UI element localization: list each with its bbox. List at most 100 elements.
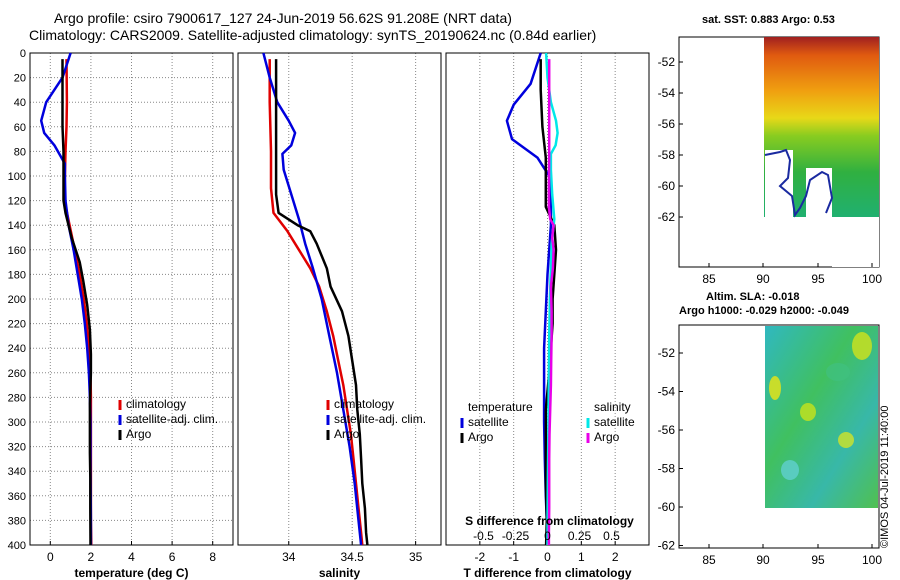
sla-anomaly-6 — [826, 363, 850, 381]
series-line — [274, 59, 369, 546]
sst-white-lower — [832, 217, 879, 267]
y-tick-label: 20 — [14, 73, 26, 85]
legend-label: Argo — [126, 427, 152, 441]
legend-label: satellite — [594, 415, 635, 429]
difference-panel: -2 -1 0 1 2 T difference from climatology temp… — [445, 52, 650, 580]
sla-map-title-line1: Altim. SLA: -0.018 — [706, 291, 800, 303]
x-axis-label: salinity — [319, 566, 361, 580]
y-tick-label: 40 — [14, 97, 26, 109]
y-tick-label: 260 — [8, 368, 26, 380]
sst-map: 85 90 95 100 -52 -54 -56 -58 -60 -62 — [658, 36, 882, 286]
legend-label: climatology — [334, 397, 394, 411]
x-tick-label: 35 — [409, 550, 423, 564]
x-axis-label: temperature (deg C) — [74, 566, 188, 580]
map-lat-label: -58 — [658, 148, 676, 162]
x-tick-label: 8 — [209, 550, 216, 564]
sla-anomaly-4 — [838, 432, 854, 448]
sla-map: 85 90 95 100 -52 -54 -56 -58 -60 -62 — [658, 324, 882, 567]
map-lat-label: -62 — [658, 539, 676, 553]
y-tick-label: 360 — [8, 491, 26, 503]
y-tick-label: 300 — [8, 417, 26, 429]
x-tick-label: 34 — [282, 550, 296, 564]
x-tick-label: -1 — [508, 550, 519, 564]
sst-ice-edge — [764, 148, 834, 218]
map-lat-label: -54 — [658, 86, 676, 100]
legend-label: satellite-adj. clim. — [126, 412, 218, 426]
sla-anomaly-1 — [852, 332, 872, 360]
map-lat-label: -62 — [658, 210, 676, 224]
salinity-panel: 34 34.5 35 salinity climatologysatellite-adj… — [237, 52, 442, 580]
map-lat-label: -60 — [658, 500, 676, 514]
x-tick-label: -2 — [474, 550, 485, 564]
map-lon-label: 85 — [702, 272, 716, 286]
plot-title-line2: Climatology: CARS2009. Satellite-adjuste… — [29, 27, 597, 43]
y-tick-label: 60 — [14, 122, 26, 134]
secondary-tick-label: 0.25 — [568, 529, 592, 543]
y-tick-label: 180 — [8, 269, 26, 281]
legend-label: Argo — [594, 430, 620, 444]
y-tick-label: 400 — [8, 540, 26, 552]
map-lat-label: -60 — [658, 179, 676, 193]
sla-anomaly-3 — [800, 403, 816, 421]
legend-title: temperature — [468, 400, 533, 414]
legend-label: Argo — [334, 427, 360, 441]
series-line — [61, 59, 93, 546]
map-lat-label: -52 — [658, 55, 676, 69]
y-tick-label: 160 — [8, 245, 26, 257]
map-lat-label: -54 — [658, 385, 676, 399]
map-lat-label: -56 — [658, 117, 676, 131]
series-line — [547, 59, 555, 545]
y-tick-label: 280 — [8, 392, 26, 404]
map-lon-label: 90 — [756, 272, 770, 286]
map-lon-label: 100 — [862, 553, 882, 567]
map-lon-label: 95 — [811, 553, 825, 567]
map-lat-label: -58 — [658, 462, 676, 476]
y-tick-label: 200 — [8, 294, 26, 306]
plot-title-line1: Argo profile: csiro 7900617_127 24-Jun-2… — [54, 10, 512, 26]
secondary-tick-label: 0.5 — [603, 529, 620, 543]
legend-label: climatology — [126, 397, 186, 411]
temperature-panel: 0 2 4 6 8 temperature (deg C) 0 20 40 60 80 100 120 1… — [8, 48, 234, 580]
x-tick-label: 1 — [578, 550, 585, 564]
sst-map-title: sat. SST: 0.883 Argo: 0.53 — [702, 14, 835, 26]
map-lon-label: 90 — [756, 553, 770, 567]
y-tick-label: 0 — [20, 48, 26, 60]
secondary-tick-label: -0.5 — [473, 529, 494, 543]
x-axis-label: T difference from climatology — [463, 566, 631, 580]
map-lat-label: -52 — [658, 346, 676, 360]
legend-label: Argo — [468, 430, 494, 444]
y-tick-label: 220 — [8, 319, 26, 331]
x-tick-label: 34.5 — [341, 550, 365, 564]
y-tick-label: 80 — [14, 146, 26, 158]
legend-label: satellite-adj. clim. — [334, 412, 426, 426]
x-tick-label: 2 — [88, 550, 95, 564]
sla-anomaly-2 — [769, 376, 781, 400]
x-tick-label: 6 — [169, 550, 176, 564]
sla-map-title-line2: Argo h1000: -0.029 h2000: -0.049 — [679, 305, 849, 317]
series-line — [539, 59, 558, 546]
sla-anomaly-5 — [781, 460, 799, 480]
x-tick-label: 2 — [612, 550, 619, 564]
sst-ice-mask — [765, 150, 793, 217]
plot-area — [238, 53, 441, 545]
y-tick-label: 340 — [8, 466, 26, 478]
map-lon-label: 100 — [862, 272, 882, 286]
y-tick-label: 100 — [8, 171, 26, 183]
secondary-tick-label: 0 — [544, 529, 551, 543]
map-lon-label: 85 — [702, 553, 716, 567]
y-tick-label: 380 — [8, 515, 26, 527]
secondary-axis-label: S difference from climatology — [465, 514, 634, 528]
legend-title: salinity — [594, 400, 631, 414]
secondary-tick-label: -0.25 — [502, 529, 530, 543]
legend-label: satellite — [468, 415, 509, 429]
series-line — [262, 52, 363, 546]
series-line — [268, 59, 364, 546]
map-lat-label: -56 — [658, 423, 676, 437]
y-tick-label: 240 — [8, 343, 26, 355]
x-tick-label: 0 — [47, 550, 54, 564]
y-tick-label: 320 — [8, 442, 26, 454]
y-tick-label: 120 — [8, 196, 26, 208]
map-lon-label: 95 — [811, 272, 825, 286]
